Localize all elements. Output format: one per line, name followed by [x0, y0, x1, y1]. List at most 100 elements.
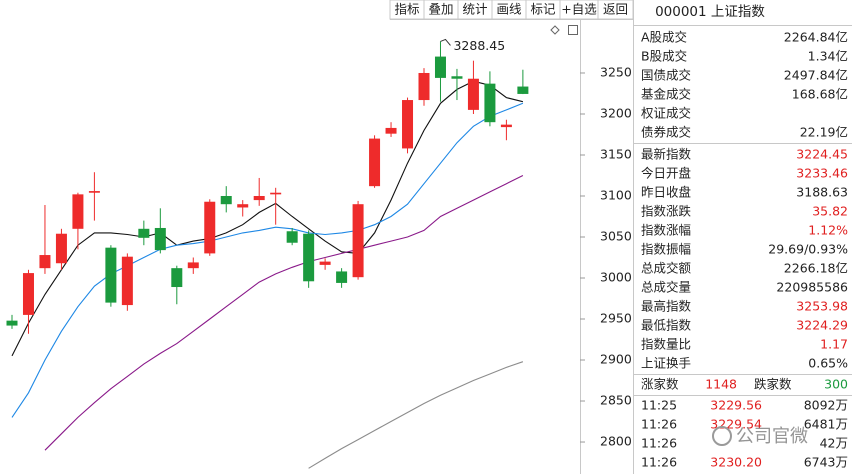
- row-label: 指数量比: [641, 337, 691, 352]
- tick-time: 11:26: [641, 436, 677, 451]
- row-value: 22.19亿: [800, 125, 848, 140]
- row-label: 上证换手: [641, 356, 691, 371]
- toolbar-label[interactable]: +自选: [561, 2, 597, 17]
- candle-body: [385, 127, 397, 134]
- candle-body: [6, 320, 18, 326]
- row-value: 3233.46: [796, 166, 848, 181]
- candle-body: [121, 256, 133, 306]
- tick-volume: 8092万: [804, 398, 848, 413]
- box-icon: [568, 25, 578, 35]
- row-value: 35.82: [812, 204, 848, 219]
- tick-volume: 6743万: [804, 455, 848, 470]
- toolbar-button[interactable]: [597, 0, 634, 20]
- candle-body: [105, 247, 117, 303]
- candle-body: [39, 255, 51, 269]
- row-label: 国债成交: [641, 68, 691, 83]
- row-value: 1.17: [820, 337, 848, 352]
- row-value: 2266.18亿: [784, 261, 848, 276]
- row-label: 最新指数: [641, 147, 692, 162]
- tick-price: 3229.56: [710, 398, 762, 413]
- breadth-label: 涨家数: [641, 377, 679, 392]
- row-value: 29.69/0.93%: [768, 242, 848, 257]
- candle-body: [336, 271, 348, 283]
- moving-average-line: [11, 80, 524, 357]
- candle-body: [434, 56, 446, 78]
- candle-body: [22, 273, 34, 315]
- candle-body: [88, 191, 100, 193]
- row-value: 3253.98: [796, 299, 848, 314]
- candle-body: [319, 261, 331, 265]
- panel-header: 000001 上证指数: [655, 4, 765, 20]
- toolbar-label[interactable]: 返回: [603, 2, 628, 17]
- breadth-label: 跌家数: [754, 377, 792, 392]
- row-label: B股成交: [641, 49, 687, 64]
- toolbar-label[interactable]: 画线: [496, 2, 522, 17]
- row-label: 总成交量: [641, 280, 691, 295]
- row-label: 今日开盘: [641, 166, 691, 181]
- row-label: 总成交额: [641, 261, 692, 276]
- row-label: 指数涨跌: [641, 204, 692, 219]
- moving-average-line: [11, 102, 524, 418]
- candle-body: [402, 100, 414, 149]
- row-value: 220985586: [776, 280, 848, 295]
- moving-average-line: [308, 361, 524, 469]
- candle-body: [418, 72, 430, 101]
- breadth-value: 1148: [705, 377, 737, 392]
- row-value: 3224.45: [796, 147, 848, 162]
- candle-body: [451, 76, 463, 79]
- row-value: 0.65%: [808, 356, 848, 371]
- toolbar-label[interactable]: 指标: [394, 2, 419, 17]
- row-label: 最低指数: [641, 318, 692, 333]
- moving-average-line: [44, 175, 524, 451]
- watermark-icon: [712, 426, 732, 446]
- row-value: 2264.84亿: [784, 30, 848, 45]
- tick-time: 11:25: [641, 398, 677, 413]
- candle-body: [352, 204, 364, 278]
- y-tick-label: 3150: [600, 146, 632, 161]
- watermark: 公司官微: [736, 426, 808, 447]
- candle-body: [270, 192, 282, 195]
- candle-body: [72, 194, 84, 229]
- candle-body: [369, 138, 381, 187]
- row-label: 最高指数: [641, 299, 692, 314]
- max-pointer: [440, 38, 451, 46]
- candle-body: [500, 124, 512, 128]
- toolbar-label[interactable]: 统计: [462, 2, 487, 17]
- tick-volume: 6481万: [804, 417, 848, 432]
- row-label: 指数涨幅: [641, 223, 691, 238]
- y-tick-label: 2900: [600, 352, 632, 367]
- diamond-icon: [550, 25, 560, 35]
- row-value: 168.68亿: [792, 87, 848, 102]
- candle-body: [253, 195, 265, 201]
- row-label: 基金成交: [641, 87, 691, 102]
- row-value: 1.12%: [808, 223, 848, 238]
- candle-body: [154, 227, 166, 251]
- tick-time: 11:26: [641, 417, 677, 432]
- row-value: 3224.29: [796, 318, 848, 333]
- row-label: 债券成交: [641, 125, 691, 140]
- plot: [6, 41, 529, 469]
- candle-body: [467, 78, 479, 110]
- y-tick-label: 2950: [600, 311, 632, 326]
- row-label: 权证成交: [641, 106, 691, 121]
- y-tick-label: 2800: [600, 434, 632, 449]
- candle-body: [55, 233, 67, 264]
- row-value: 2497.84亿: [784, 68, 848, 83]
- row-label: 指数振幅: [641, 242, 691, 257]
- y-tick-label: 2850: [600, 393, 632, 408]
- row-value: 1.34亿: [808, 49, 848, 64]
- y-tick-label: 3000: [600, 270, 632, 285]
- y-tick-label: 3250: [600, 64, 632, 79]
- candle-body: [204, 201, 216, 254]
- candle-body: [484, 83, 496, 123]
- toolbar-label[interactable]: 标记: [530, 2, 556, 17]
- candle-body: [138, 228, 150, 238]
- candle-body: [286, 231, 298, 243]
- candle-body: [303, 233, 315, 282]
- y-tick-label: 3050: [600, 229, 632, 244]
- y-tick-label: 3100: [600, 187, 632, 202]
- row-label: 昨日收盘: [641, 185, 691, 200]
- tick-volume: 42万: [820, 436, 848, 451]
- toolbar-label[interactable]: 叠加: [428, 2, 453, 17]
